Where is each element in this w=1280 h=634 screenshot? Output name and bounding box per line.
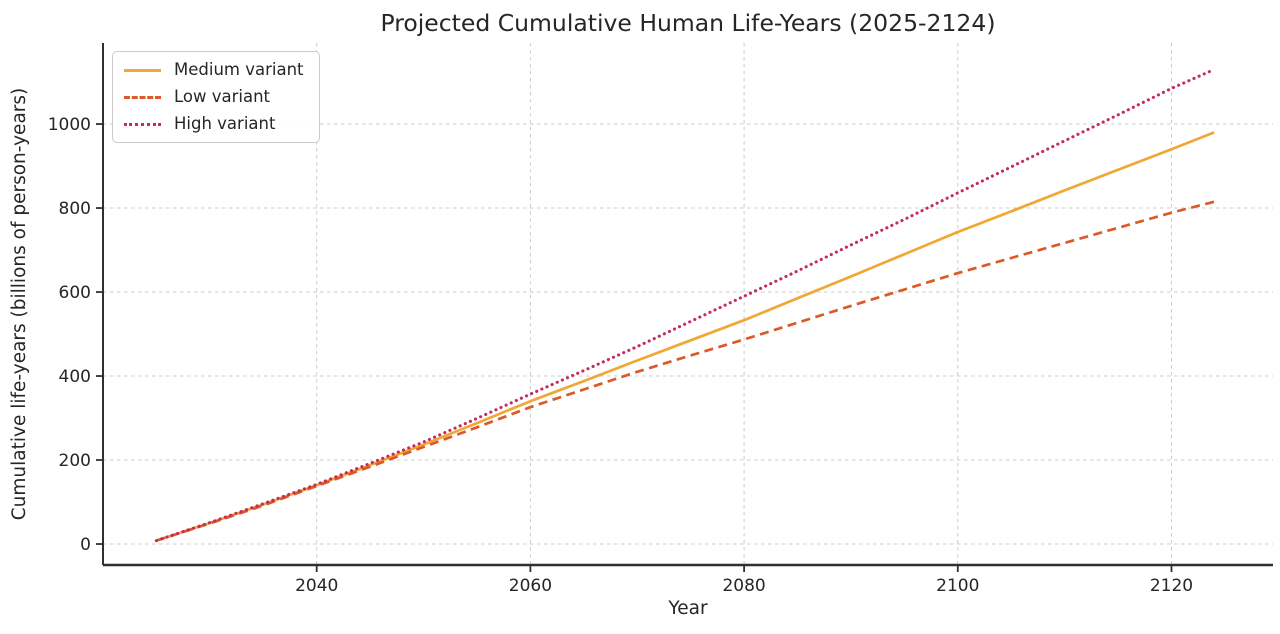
legend-item-high-variant: High variant <box>124 115 307 133</box>
legend-item-medium-variant: Medium variant <box>124 61 307 79</box>
series-line-medium-variant <box>155 131 1215 542</box>
y-tick-label-400: 400 <box>59 367 91 387</box>
x-axis-label: Year <box>667 598 708 619</box>
legend-swatch-solid-line-icon <box>124 68 161 72</box>
legend-label: Medium variant <box>174 60 304 79</box>
y-tick-label-0: 0 <box>80 535 91 555</box>
legend-swatch-dotted-line-icon <box>124 122 161 126</box>
x-tick-label-2060: 2060 <box>509 576 552 596</box>
y-tick-label-200: 200 <box>59 451 91 471</box>
series-line-high-variant <box>154 67 1216 543</box>
series-line-low-variant <box>155 200 1215 542</box>
legend-label: Low variant <box>174 87 271 106</box>
x-tick-label-2080: 2080 <box>722 576 765 596</box>
axis-layer: 2040 2060 2080 2100 2120 0 200 400 600 800 1000 <box>48 43 1273 596</box>
legend: Medium variant Low variant High variant <box>112 51 320 143</box>
x-tick-label-2120: 2120 <box>1150 576 1193 596</box>
y-tick-label-1000: 1000 <box>48 115 91 135</box>
y-tick-label-600: 600 <box>59 283 91 303</box>
y-axis-label: Cumulative life-years (billions of perso… <box>9 88 30 520</box>
legend-swatch-dashed-line-icon <box>124 95 161 99</box>
chart-title: Projected Cumulative Human Life-Years (2… <box>380 9 995 37</box>
grid-layer <box>103 43 1273 565</box>
series-layer <box>154 67 1216 543</box>
legend-label: High variant <box>174 114 276 133</box>
legend-item-low-variant: Low variant <box>124 88 307 106</box>
x-tick-label-2100: 2100 <box>936 576 979 596</box>
y-tick-label-800: 800 <box>59 199 91 219</box>
x-tick-label-2040: 2040 <box>295 576 338 596</box>
